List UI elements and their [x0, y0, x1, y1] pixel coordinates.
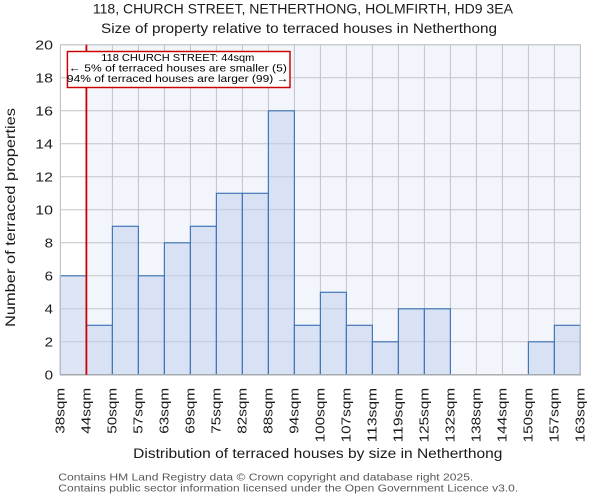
svg-text:Contains HM Land Registry data: Contains HM Land Registry data © Crown c…: [58, 472, 473, 483]
svg-text:150sqm: 150sqm: [520, 388, 535, 443]
svg-text:0: 0: [45, 368, 53, 383]
svg-text:6: 6: [45, 269, 53, 284]
svg-text:94sqm: 94sqm: [286, 388, 301, 434]
svg-text:118 CHURCH STREET: 44sqm: 118 CHURCH STREET: 44sqm: [101, 52, 254, 64]
svg-text:125sqm: 125sqm: [416, 388, 431, 443]
svg-text:157sqm: 157sqm: [546, 388, 561, 443]
svg-text:75sqm: 75sqm: [208, 388, 223, 434]
svg-text:20: 20: [35, 38, 53, 53]
svg-text:57sqm: 57sqm: [130, 388, 145, 434]
svg-text:163sqm: 163sqm: [572, 388, 587, 443]
svg-text:14: 14: [35, 137, 53, 152]
svg-text:10: 10: [35, 203, 53, 218]
svg-text:144sqm: 144sqm: [494, 388, 509, 443]
svg-text:16: 16: [35, 104, 53, 119]
svg-text:113sqm: 113sqm: [364, 388, 379, 443]
svg-text:107sqm: 107sqm: [338, 388, 353, 443]
svg-text:69sqm: 69sqm: [182, 388, 197, 434]
svg-text:132sqm: 132sqm: [442, 388, 457, 443]
svg-text:63sqm: 63sqm: [156, 388, 171, 434]
svg-text:38sqm: 38sqm: [52, 388, 67, 434]
svg-text:118, CHURCH STREET, NETHERTHON: 118, CHURCH STREET, NETHERTHONG, HOLMFIR…: [93, 1, 514, 16]
svg-text:Contains public sector informa: Contains public sector information licen…: [58, 483, 518, 494]
svg-text:4: 4: [45, 302, 53, 317]
svg-text:82sqm: 82sqm: [234, 388, 249, 434]
svg-text:18: 18: [35, 71, 53, 86]
svg-text:8: 8: [45, 236, 53, 251]
svg-text:119sqm: 119sqm: [390, 388, 405, 443]
svg-text:138sqm: 138sqm: [468, 388, 483, 443]
svg-text:Number of terraced properties: Number of terraced properties: [3, 108, 19, 327]
svg-text:2: 2: [45, 335, 53, 350]
svg-text:12: 12: [35, 170, 53, 185]
svg-text:88sqm: 88sqm: [260, 388, 275, 434]
svg-text:Distribution of terraced house: Distribution of terraced houses by size …: [133, 446, 502, 461]
svg-text:50sqm: 50sqm: [104, 388, 119, 434]
svg-text:94% of terraced houses are lar: 94% of terraced houses are larger (99) →: [67, 73, 289, 85]
svg-text:← 5% of terraced houses are sm: ← 5% of terraced houses are smaller (5): [69, 63, 287, 75]
svg-text:Size of property relative to t: Size of property relative to terraced ho…: [101, 21, 497, 36]
svg-text:44sqm: 44sqm: [78, 388, 93, 434]
svg-text:100sqm: 100sqm: [312, 388, 327, 443]
